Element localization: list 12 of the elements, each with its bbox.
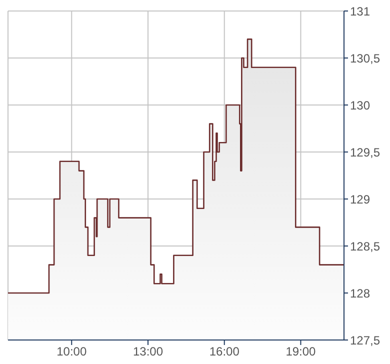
y-tick-label: 129,5: [350, 145, 380, 160]
y-tick-label: 129: [350, 192, 370, 206]
x-tick-label: 13:00: [132, 344, 164, 359]
y-tick-label: 130,5: [350, 51, 380, 66]
y-tick-label: 127,5: [350, 333, 380, 348]
y-tick-label: 131: [350, 4, 370, 18]
x-tick-label: 19:00: [286, 344, 316, 359]
x-tick-label: 16:00: [209, 344, 240, 359]
x-tick-label: 10:00: [56, 344, 87, 359]
y-tick-label: 130: [350, 98, 370, 112]
y-tick-label: 128,5: [350, 239, 380, 254]
y-tick-label: 128: [350, 286, 370, 300]
